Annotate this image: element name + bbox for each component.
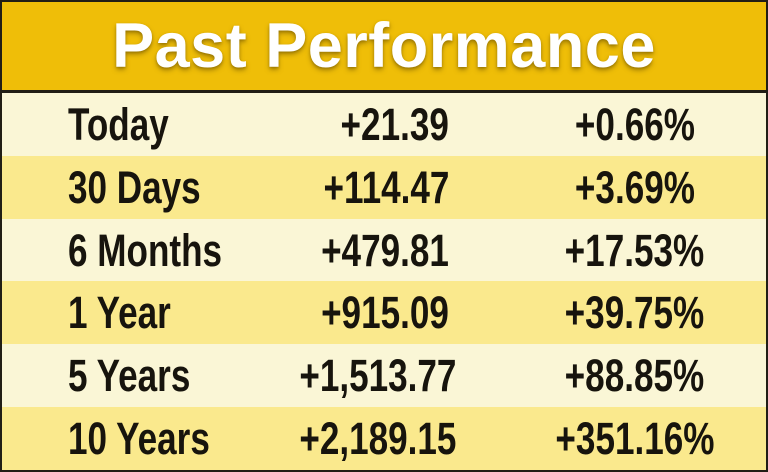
point-change-cell: +1,513.77 [255, 353, 456, 398]
table-row: 6 Months +479.81 +17.53% [2, 218, 766, 282]
point-change-cell: +915.09 [255, 290, 449, 335]
table-row: Today +21.39 +0.66% [2, 93, 766, 156]
period-cell: 6 Months [2, 228, 255, 273]
percent-change-value: +3.69% [574, 161, 695, 213]
period-label: 1 Year [68, 287, 171, 339]
performance-table: Today +21.39 +0.66% 30 Days +114.47 +3.6… [2, 93, 766, 470]
percent-change-cell: +17.53% [449, 228, 766, 273]
period-cell: 1 Year [2, 290, 255, 335]
table-row: 1 Year +915.09 +39.75% [2, 281, 766, 345]
percent-change-value: +351.16% [554, 413, 715, 465]
period-cell: Today [2, 102, 255, 147]
percent-change-value: +17.53% [564, 224, 705, 276]
period-cell: 10 Years [2, 416, 255, 461]
period-label: 30 Days [68, 161, 201, 213]
point-change-cell: +2,189.15 [255, 416, 456, 461]
period-label: Today [68, 98, 169, 150]
percent-change-cell: +88.85% [449, 353, 766, 398]
card-title: Past Performance [112, 11, 656, 81]
percent-change-cell: +3.69% [449, 165, 766, 210]
point-change-value: +21.39 [340, 98, 449, 150]
point-change-value: +479.81 [321, 224, 449, 276]
percent-change-cell: +351.16% [449, 416, 766, 461]
period-label: 6 Months [68, 224, 223, 276]
percent-change-cell: +39.75% [449, 290, 766, 335]
percent-change-value: +39.75% [564, 287, 705, 339]
point-change-cell: +479.81 [255, 228, 449, 273]
card-header: Past Performance [2, 2, 766, 93]
percent-change-cell: +0.66% [449, 102, 766, 147]
percent-change-value: +0.66% [574, 98, 695, 150]
point-change-value: +2,189.15 [299, 413, 457, 465]
period-label: 5 Years [68, 350, 191, 402]
point-change-value: +114.47 [323, 161, 449, 213]
table-row: 10 Years +2,189.15 +351.16% [2, 407, 766, 470]
point-change-cell: +114.47 [255, 165, 449, 210]
point-change-value: +1,513.77 [299, 350, 457, 402]
table-row: 30 Days +114.47 +3.69% [2, 155, 766, 219]
percent-change-value: +88.85% [564, 350, 705, 402]
table-row: 5 Years +1,513.77 +88.85% [2, 344, 766, 408]
point-change-cell: +21.39 [255, 102, 449, 147]
period-label: 10 Years [68, 413, 210, 465]
period-cell: 30 Days [2, 165, 255, 210]
period-cell: 5 Years [2, 353, 255, 398]
point-change-value: +915.09 [321, 287, 449, 339]
